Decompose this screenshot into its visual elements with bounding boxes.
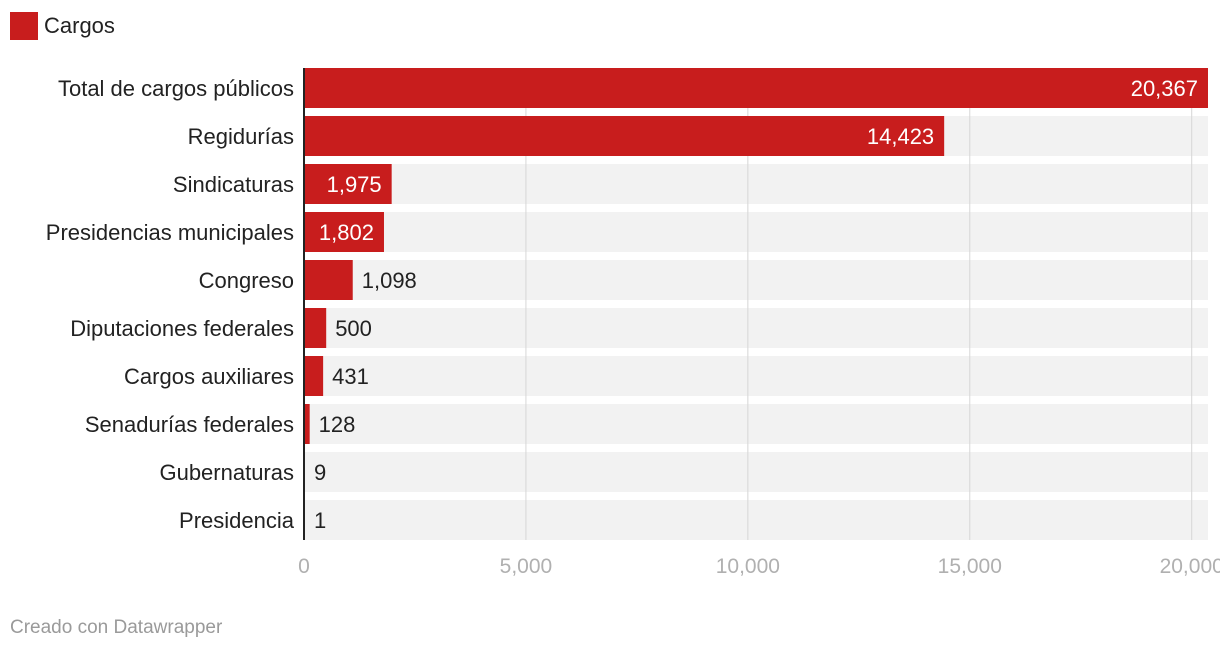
value-label: 431 [332, 364, 369, 389]
bar-track [304, 308, 1208, 348]
bar-track [304, 404, 1208, 444]
value-label: 1,098 [362, 268, 417, 293]
category-label: Total de cargos públicos [58, 76, 294, 101]
value-label: 9 [314, 460, 326, 485]
value-label: 1 [314, 508, 326, 533]
legend-label: Cargos [44, 13, 115, 38]
category-label: Gubernaturas [159, 460, 294, 485]
category-label: Sindicaturas [173, 172, 294, 197]
value-label: 14,423 [867, 124, 934, 149]
value-label: 1,802 [319, 220, 374, 245]
x-tick-label: 5,000 [500, 555, 553, 578]
category-label: Congreso [199, 268, 294, 293]
bar [304, 164, 392, 204]
value-label: 1,975 [327, 172, 382, 197]
category-label: Cargos auxiliares [124, 364, 294, 389]
value-label: 20,367 [1131, 76, 1198, 101]
x-tick-label: 0 [298, 555, 310, 578]
bar [304, 212, 384, 252]
bar-track [304, 452, 1208, 492]
x-tick-label: 10,000 [716, 555, 780, 578]
bar-track [304, 500, 1208, 540]
category-label: Presidencia [179, 508, 295, 533]
category-label: Diputaciones federales [70, 316, 294, 341]
bar [304, 356, 324, 396]
value-label: 500 [335, 316, 372, 341]
bar [304, 404, 310, 444]
bar-track [304, 212, 1208, 252]
bar [304, 260, 353, 300]
legend: Cargos [10, 12, 115, 40]
bar [304, 308, 327, 348]
x-tick-label: 15,000 [938, 555, 1002, 578]
legend-swatch [10, 12, 38, 40]
bar-track [304, 260, 1208, 300]
footer-credit: Creado con Datawrapper [10, 617, 223, 638]
x-tick-label: 20,000 [1160, 555, 1220, 578]
bar [304, 116, 945, 156]
bar-chart: Total de cargos públicos 20,367 Regidurías… [46, 68, 1220, 578]
bar-track [304, 164, 1208, 204]
bar [304, 68, 1208, 108]
category-label: Presidencias municipales [46, 220, 294, 245]
bar-track [304, 356, 1208, 396]
category-label: Senadurías federales [85, 412, 294, 437]
category-label: Regidurías [188, 124, 294, 149]
value-label: 128 [319, 412, 356, 437]
